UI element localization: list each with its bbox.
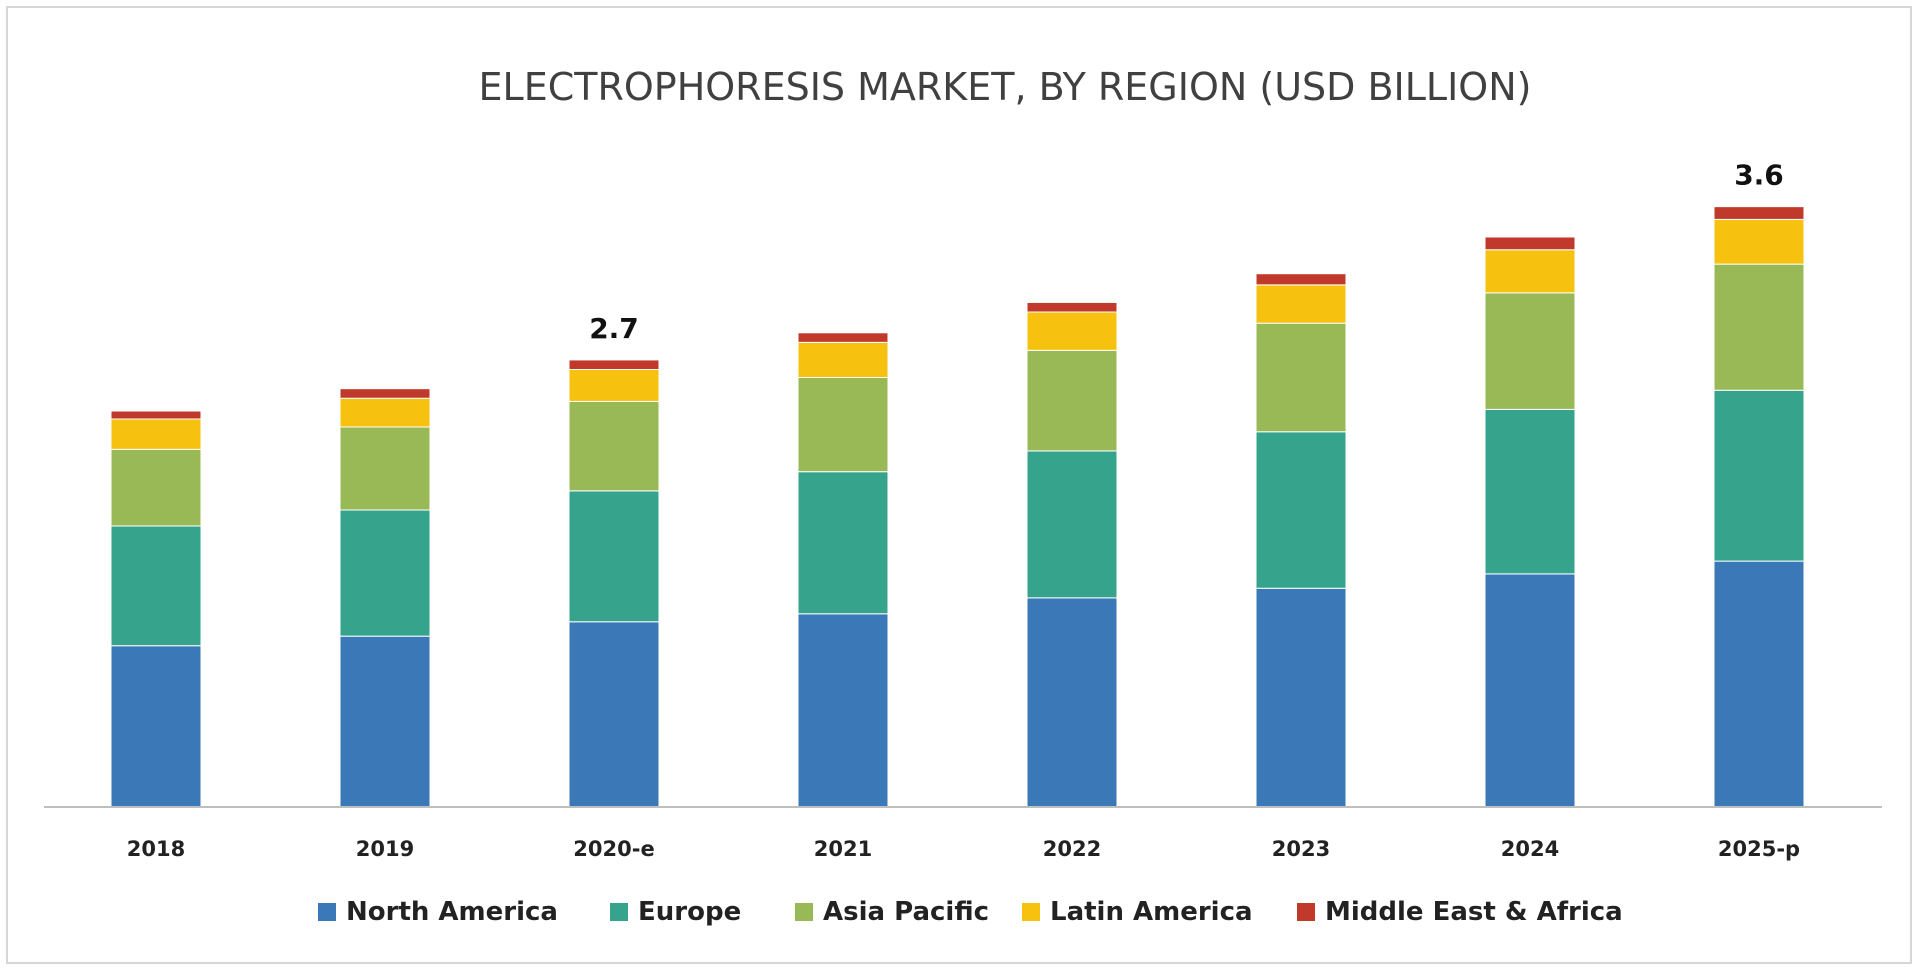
bar-segment-asia-pacific-2023 [1255, 322, 1347, 433]
bar-segment-middle-east-africa-2021 [797, 332, 889, 343]
legend-label-middle-east-africa: Middle East & Africa [1325, 897, 1623, 927]
bar-segment-asia-pacific-2021 [797, 376, 889, 473]
x-tick-label-2025-p: 2025-p [1718, 837, 1800, 861]
bar-segment-latin-america-2020-e [568, 369, 660, 402]
bar-segment-middle-east-africa-2018 [110, 410, 202, 420]
bar-segment-asia-pacific-2018 [110, 448, 202, 527]
bar-segment-latin-america-2025-p [1713, 218, 1805, 265]
x-tick-label-2020-e: 2020-e [573, 837, 654, 861]
x-tick-label-2019: 2019 [356, 837, 414, 861]
bar-segment-europe-2019 [339, 509, 431, 637]
bar-segment-latin-america-2022 [1026, 311, 1118, 351]
bar-segment-middle-east-africa-2019 [339, 388, 431, 399]
bar-segment-europe-2018 [110, 525, 202, 647]
bar-segment-north-america-2020-e [568, 621, 660, 808]
x-tick-label-2018: 2018 [127, 837, 185, 861]
bar-segment-europe-2025-p [1713, 389, 1805, 562]
x-tick-label-2021: 2021 [814, 837, 872, 861]
bar-segment-europe-2024 [1484, 408, 1576, 575]
bar-segment-middle-east-africa-2023 [1255, 273, 1347, 286]
bar-segment-europe-2021 [797, 471, 889, 615]
bar-segment-latin-america-2024 [1484, 249, 1576, 294]
bar-segment-asia-pacific-2024 [1484, 292, 1576, 410]
chart-title: ELECTROPHORESIS MARKET, BY REGION (USD B… [479, 65, 1532, 109]
bar-segment-europe-2020-e [568, 490, 660, 623]
bar-segment-north-america-2025-p [1713, 560, 1805, 808]
bar-segment-middle-east-africa-2022 [1026, 301, 1118, 313]
bars-group [110, 206, 1805, 808]
bar-segment-asia-pacific-2020-e [568, 400, 660, 492]
bar-segment-north-america-2021 [797, 613, 889, 808]
bar-segment-middle-east-africa-2025-p [1713, 206, 1805, 220]
legend-swatch-middle-east-africa [1297, 903, 1315, 921]
legend: North America Europe Asia Pacific Latin Ame… [318, 897, 1623, 927]
bar-segment-latin-america-2021 [797, 341, 889, 378]
bar-segment-latin-america-2023 [1255, 284, 1347, 324]
bar-segment-middle-east-africa-2020-e [568, 359, 660, 371]
x-tick-labels: 2018 2019 2020-e 2021 2022 2023 2024 2025-p [127, 837, 1800, 861]
chart-frame [6, 6, 1912, 964]
bar-segment-north-america-2024 [1484, 573, 1576, 808]
legend-label-north-america: North America [346, 897, 558, 927]
x-tick-label-2023: 2023 [1272, 837, 1330, 861]
legend-label-asia-pacific: Asia Pacific [823, 897, 989, 927]
legend-swatch-latin-america [1022, 903, 1040, 921]
bar-segment-asia-pacific-2022 [1026, 349, 1118, 452]
bar-segment-north-america-2018 [110, 645, 202, 808]
bar-segment-asia-pacific-2025-p [1713, 263, 1805, 391]
bar-segment-latin-america-2018 [110, 418, 202, 450]
data-labels: 2.7 3.6 [589, 159, 1784, 345]
bar-segment-north-america-2023 [1255, 587, 1347, 808]
bar-segment-asia-pacific-2019 [339, 426, 431, 511]
data-label-2025-p: 3.6 [1734, 159, 1784, 192]
bar-segment-north-america-2019 [339, 635, 431, 808]
bar-segment-europe-2023 [1255, 431, 1347, 589]
x-tick-label-2022: 2022 [1043, 837, 1101, 861]
x-tick-label-2024: 2024 [1501, 837, 1559, 861]
bar-segment-north-america-2022 [1026, 597, 1118, 808]
legend-swatch-asia-pacific [795, 903, 813, 921]
legend-label-latin-america: Latin America [1050, 897, 1253, 927]
legend-swatch-north-america [318, 903, 336, 921]
bar-segment-europe-2022 [1026, 450, 1118, 599]
legend-swatch-europe [610, 903, 628, 921]
data-label-2020-e: 2.7 [589, 312, 639, 345]
legend-label-europe: Europe [638, 897, 741, 927]
bar-segment-middle-east-africa-2024 [1484, 236, 1576, 251]
bar-segment-latin-america-2019 [339, 397, 431, 428]
